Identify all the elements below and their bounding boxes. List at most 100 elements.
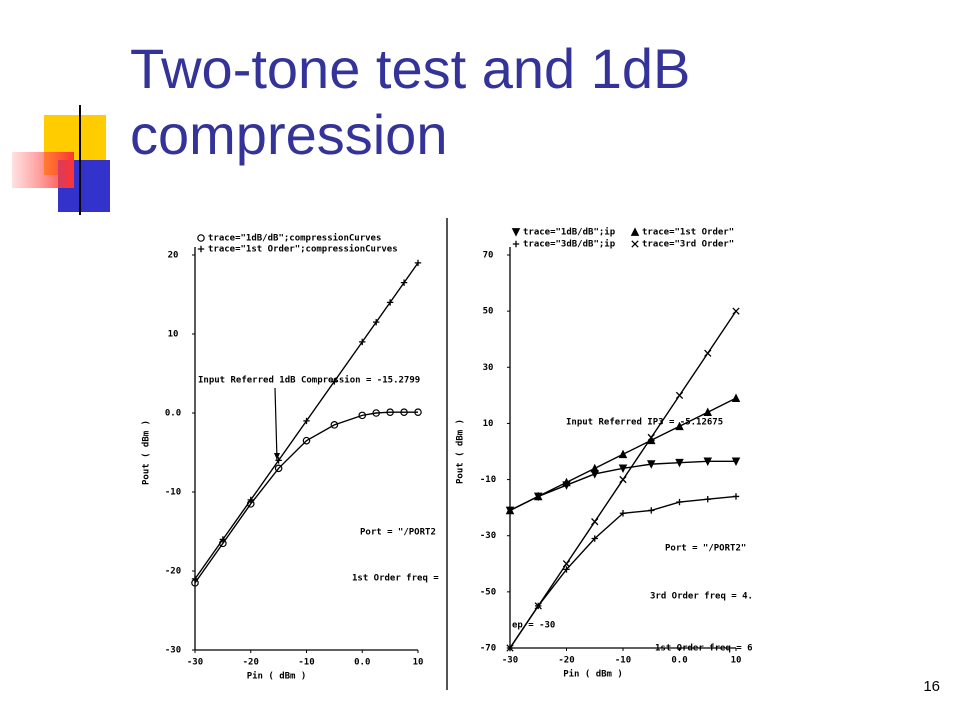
annotation: 3rd Order freq = 4.	[650, 592, 753, 602]
x-tick-label: -30	[502, 656, 518, 666]
x-tick-label: -10	[615, 656, 631, 666]
data-point	[414, 408, 422, 417]
legend-marker	[197, 234, 205, 242]
data-point	[648, 507, 655, 514]
data-point	[618, 449, 628, 459]
y-tick-label: -10	[165, 488, 181, 498]
y-tick-label: -70	[480, 644, 496, 654]
x-tick-label: -30	[187, 658, 203, 668]
x-tick-label: -10	[298, 658, 314, 668]
data-point	[534, 602, 542, 610]
data-point	[247, 496, 254, 504]
y-tick-label: 30	[483, 363, 494, 373]
y-tick-label: 50	[483, 307, 494, 317]
data-point	[675, 458, 684, 468]
x-axis-label: Pin ( dBm )	[247, 671, 307, 682]
y-tick-label: 10	[483, 419, 494, 429]
slide-title: Two-tone test and 1dB compression	[130, 37, 691, 166]
data-point	[219, 536, 227, 543]
annotation: 1st Order freq = 6	[655, 644, 753, 654]
data-point	[591, 535, 598, 542]
x-tick-label: -20	[558, 656, 574, 666]
annotation-arrow	[274, 387, 278, 461]
data-point	[303, 417, 310, 425]
data-point	[505, 505, 515, 515]
y-tick-label: 10	[168, 330, 179, 340]
y-tick-label: 0.0	[165, 409, 181, 419]
annotation: Input Referred IP3 = -5.12675	[566, 418, 723, 428]
x-tick-label: 0.0	[354, 658, 370, 668]
data-point	[386, 299, 394, 306]
data-point	[704, 349, 712, 357]
y-axis-label: Pout ( dBm )	[456, 419, 466, 484]
data-point	[591, 518, 599, 526]
data-point	[274, 464, 283, 473]
data-point	[414, 259, 422, 267]
y-tick-label: -50	[480, 587, 496, 597]
y-tick-label: 70	[483, 251, 494, 261]
legend-entry: trace="3dB/dB";ip	[523, 239, 616, 250]
data-point	[372, 409, 380, 417]
plot-background	[450, 215, 758, 688]
data-point	[191, 575, 199, 583]
y-tick-label: -30	[480, 531, 496, 541]
data-point	[358, 411, 367, 420]
data-point	[703, 407, 713, 417]
data-point	[704, 496, 711, 503]
series-line	[194, 411, 418, 584]
data-point	[562, 477, 571, 487]
legend-entry: trace="1st Order";compressionCurves	[208, 244, 398, 255]
annotation-arrowhead	[274, 453, 280, 460]
legend-marker	[512, 240, 520, 248]
y-tick-label: -30	[165, 646, 181, 656]
data-point	[590, 463, 600, 473]
y-tick-label: 20	[168, 251, 179, 261]
data-point	[400, 408, 408, 417]
annotation: Port = "/PORT2"	[665, 544, 746, 554]
data-point	[533, 491, 543, 501]
data-point	[676, 498, 683, 506]
x-tick-label: 10	[413, 658, 424, 668]
data-point	[506, 644, 514, 652]
annotation: Input Referred 1dB Compression = -15.279…	[198, 375, 420, 386]
y-axis-label: Pout ( dBm )	[142, 420, 152, 485]
x-axis-label: Pin ( dBm )	[563, 669, 623, 680]
data-point	[646, 460, 656, 469]
data-point	[647, 433, 655, 442]
data-point	[731, 393, 741, 403]
x-tick-label: 0.0	[671, 656, 687, 666]
plot-background	[135, 215, 440, 690]
legend-entry: trace="1dB/dB";compressionCurves	[208, 233, 381, 244]
data-point	[275, 457, 282, 464]
data-point	[302, 436, 311, 445]
legend-marker	[630, 227, 640, 236]
annotation: ep = -30	[512, 621, 555, 631]
data-point	[400, 279, 408, 286]
data-point	[359, 338, 366, 346]
legend-entry: trace="3rd Order"	[642, 240, 734, 250]
deco-square	[12, 152, 74, 188]
data-point	[563, 566, 570, 573]
page-number: 16	[923, 678, 940, 695]
y-tick-label: -10	[480, 475, 496, 485]
data-point	[386, 408, 394, 417]
x-tick-label: -20	[243, 658, 259, 668]
x-tick-label: 10	[731, 656, 742, 666]
legend-entry: trace="1dB/dB";ip	[523, 227, 616, 238]
legend-marker	[631, 240, 639, 248]
data-point	[619, 510, 627, 517]
data-point	[618, 464, 628, 473]
data-point	[675, 391, 684, 400]
legend-marker	[197, 245, 205, 253]
data-point	[732, 493, 740, 500]
data-point	[675, 421, 684, 431]
annotation: Port = "/PORT2	[360, 528, 436, 538]
data-point	[732, 307, 740, 315]
legend-entry: trace="1st Order"	[642, 228, 734, 238]
legend-marker	[511, 228, 521, 237]
data-point	[731, 457, 741, 466]
data-point	[372, 318, 380, 326]
